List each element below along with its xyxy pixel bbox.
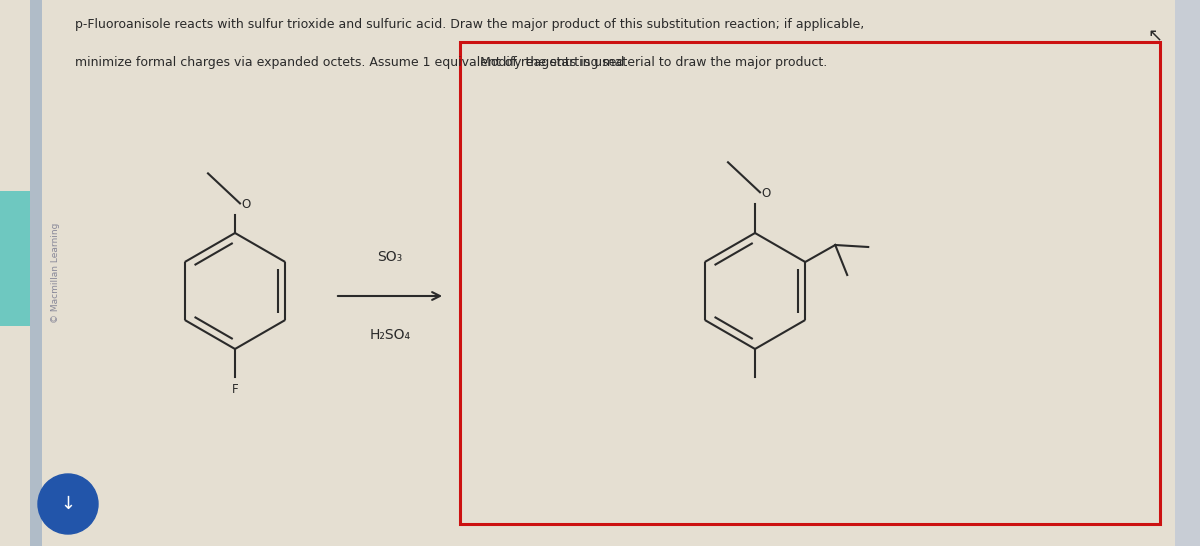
Text: Modify the starting material to draw the major product.: Modify the starting material to draw the…: [480, 56, 827, 69]
Bar: [0, 191, 30, 326]
Text: F: F: [232, 383, 239, 396]
Bar: [1175, 0, 1200, 546]
Text: ↖: ↖: [1147, 27, 1163, 45]
Text: minimize formal charges via expanded octets. Assume 1 equivalent of reagents is : minimize formal charges via expanded oct…: [74, 56, 629, 69]
Text: O: O: [761, 187, 770, 200]
Text: O: O: [241, 198, 251, 211]
Circle shape: [38, 474, 98, 534]
Text: © Macmillan Learning: © Macmillan Learning: [50, 223, 60, 323]
Text: SO₃: SO₃: [377, 250, 403, 264]
Text: ↓: ↓: [60, 495, 76, 513]
Text: p-Fluoroanisole reacts with sulfur trioxide and sulfuric acid. Draw the major pr: p-Fluoroanisole reacts with sulfur triox…: [74, 18, 864, 31]
FancyBboxPatch shape: [460, 42, 1160, 524]
Bar: [30, 0, 42, 546]
Text: H₂SO₄: H₂SO₄: [370, 328, 410, 342]
